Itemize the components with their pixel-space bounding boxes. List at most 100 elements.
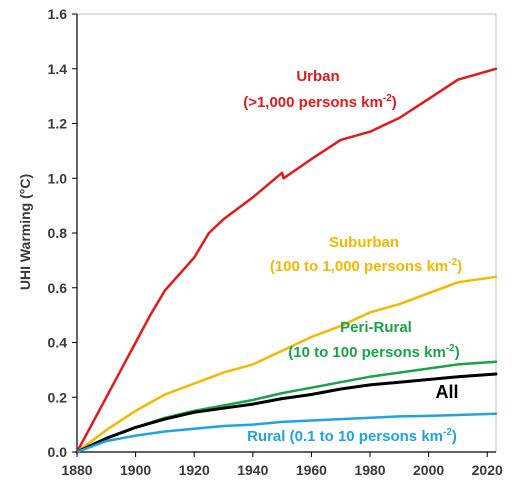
urban-data-point bbox=[251, 196, 254, 199]
rural-data-point bbox=[457, 414, 459, 416]
urban-label-density: (>1,000 persons km-2) bbox=[243, 93, 397, 111]
all-data-point bbox=[495, 373, 497, 375]
rural-data-point bbox=[251, 423, 254, 426]
peri-rural-data-point bbox=[281, 392, 283, 394]
y-tick-label: 0.6 bbox=[48, 280, 68, 296]
y-tick-label: 0.8 bbox=[48, 225, 68, 241]
peri-rural-data-point bbox=[495, 360, 497, 363]
rural-data-point bbox=[427, 415, 430, 417]
all-data-point bbox=[339, 388, 342, 390]
peri-rural-data-point bbox=[427, 367, 430, 370]
x-tick-label: 1960 bbox=[296, 462, 327, 478]
rural-data-point bbox=[281, 421, 283, 423]
y-tick-label: 1.0 bbox=[48, 170, 68, 186]
all-data-point bbox=[427, 378, 430, 381]
urban-data-point bbox=[495, 67, 497, 70]
suburban-data-point bbox=[281, 349, 283, 352]
all-data-point bbox=[310, 393, 313, 396]
peri-rural-data-point bbox=[398, 371, 401, 374]
peri-rural-data-point bbox=[369, 375, 371, 378]
suburban-data-point bbox=[193, 382, 196, 385]
suburban-data-point bbox=[427, 292, 430, 295]
x-tick-label: 1980 bbox=[354, 462, 385, 478]
y-axis-ticks: 0.0 0.2 0.4 0.6 0.8 1.0 1.2 1.4 1.6 bbox=[48, 6, 77, 460]
suburban-data-point bbox=[310, 336, 313, 338]
suburban-data-point bbox=[105, 429, 108, 431]
x-tick-label: 1940 bbox=[237, 462, 268, 478]
x-tick-label: 2000 bbox=[413, 462, 444, 478]
all-data-point bbox=[134, 426, 137, 429]
urban-data-point bbox=[282, 177, 285, 180]
y-tick-label: 1.2 bbox=[48, 116, 68, 132]
rural-data-point bbox=[339, 418, 342, 420]
series-layer bbox=[75, 67, 498, 454]
rural-data-point bbox=[105, 440, 108, 442]
peri-rural-data-point bbox=[310, 386, 313, 389]
urban-data-point bbox=[310, 158, 313, 161]
suburban-data-point bbox=[369, 311, 371, 314]
y-tick-label: 0.0 bbox=[48, 444, 68, 460]
peri-rural-label-name: Peri-Rural bbox=[340, 319, 412, 336]
suburban-data-point bbox=[134, 410, 137, 412]
all-data-point bbox=[164, 418, 166, 420]
peri-rural-data-point bbox=[251, 399, 254, 401]
urban-data-point bbox=[134, 341, 137, 344]
urban-data-point bbox=[222, 218, 225, 221]
rural-data-point bbox=[398, 415, 401, 418]
y-tick-label: 0.2 bbox=[48, 389, 68, 405]
urban-data-point bbox=[105, 396, 108, 399]
suburban-data-point bbox=[339, 325, 342, 327]
x-tick-label: 2020 bbox=[472, 462, 503, 478]
all-data-point bbox=[281, 397, 283, 400]
all-data-point bbox=[251, 403, 254, 405]
urban-data-point bbox=[164, 289, 166, 292]
suburban-data-point bbox=[457, 281, 459, 284]
y-tick-label: 1.6 bbox=[48, 6, 68, 22]
peri-rural-label: Peri-Rural (10 to 100 persons km-2) bbox=[288, 319, 459, 361]
suburban-label: Suburban (100 to 1,000 persons km-2) bbox=[270, 234, 462, 275]
suburban-data-point bbox=[164, 393, 166, 396]
rural-data-point bbox=[310, 419, 313, 422]
rural-data-point bbox=[193, 427, 196, 430]
x-tick-label: 1900 bbox=[120, 462, 151, 478]
urban-data-point bbox=[281, 171, 283, 174]
rural-data-point bbox=[164, 430, 166, 433]
urban-data-point bbox=[369, 130, 371, 133]
urban-label: Urban (>1,000 persons km-2) bbox=[243, 68, 397, 111]
rural-data-point bbox=[222, 425, 225, 427]
y-axis-title: UHI Warming (°C) bbox=[17, 174, 33, 290]
urban-series-line bbox=[75, 67, 498, 454]
suburban-label-name: Suburban bbox=[329, 234, 399, 251]
rural-label: Rural (0.1 to 10 persons km-2) bbox=[247, 427, 457, 445]
urban-label-name: Urban bbox=[296, 68, 339, 85]
suburban-data-point bbox=[251, 363, 254, 366]
urban-data-point bbox=[149, 314, 152, 316]
y-tick-label: 0.4 bbox=[48, 335, 68, 351]
all-data-point bbox=[398, 381, 401, 384]
peri-rural-label-density: (10 to 100 persons km-2) bbox=[288, 343, 459, 361]
all-label: All bbox=[435, 382, 458, 402]
all-data-point bbox=[457, 375, 459, 378]
urban-data-point bbox=[208, 232, 210, 234]
all-data-point bbox=[193, 411, 196, 414]
peri-rural-data-point bbox=[222, 404, 225, 407]
urban-data-point bbox=[398, 117, 401, 119]
suburban-data-point bbox=[495, 275, 497, 278]
x-tick-label: 1920 bbox=[179, 462, 210, 478]
rural-data-point bbox=[495, 412, 497, 415]
all-data-point bbox=[105, 437, 108, 440]
urban-data-point bbox=[193, 256, 196, 259]
peri-rural-data-point bbox=[339, 381, 342, 384]
urban-data-point bbox=[427, 98, 430, 100]
peri-rural-data-point bbox=[457, 363, 459, 366]
rural-data-point bbox=[134, 434, 137, 437]
all-data-point bbox=[222, 407, 225, 410]
x-tick-label: 1880 bbox=[61, 462, 92, 478]
rural-data-point bbox=[369, 416, 371, 419]
all-label-name: All bbox=[435, 382, 458, 402]
suburban-data-point bbox=[398, 303, 401, 306]
x-axis-ticks: 1880 1900 1920 1940 1960 1980 2000 2020 bbox=[61, 452, 503, 478]
urban-data-point bbox=[339, 139, 342, 141]
